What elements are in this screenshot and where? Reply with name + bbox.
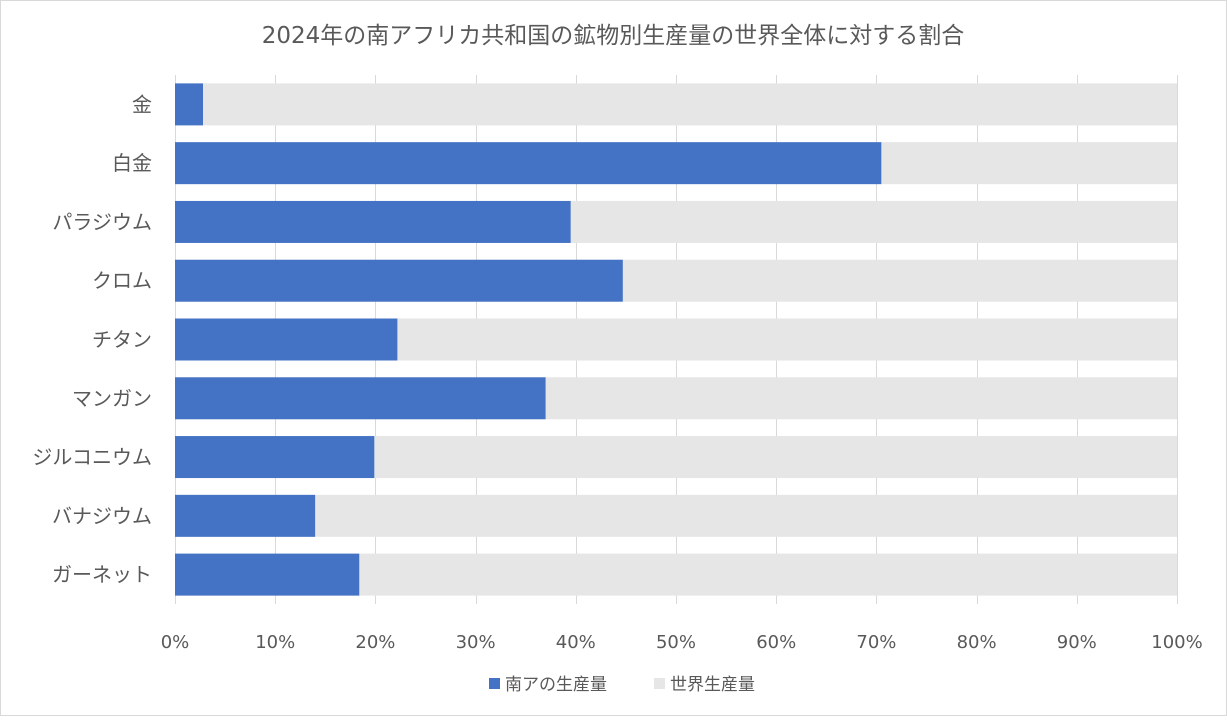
category-label: 白金 [112, 151, 152, 175]
x-tick-label: 50% [656, 632, 696, 653]
x-tick-label: 60% [756, 632, 796, 653]
bar-south-africa [175, 318, 398, 361]
category-label: バナジウム [52, 504, 152, 528]
bar-south-africa [175, 142, 882, 185]
x-tick-label: 70% [856, 632, 896, 653]
bar-world [622, 259, 1177, 302]
bar-world [570, 200, 1177, 243]
x-tick-label: 30% [456, 632, 496, 653]
x-tick-label: 20% [355, 632, 395, 653]
bar-world [374, 436, 1177, 479]
bars [175, 83, 1178, 596]
bar-south-africa [175, 377, 546, 420]
bar-south-africa [175, 436, 375, 479]
category-label: マンガン [72, 386, 152, 410]
bar-south-africa [175, 200, 571, 243]
bar-world [359, 553, 1177, 596]
legend-swatch [654, 678, 665, 689]
x-tick-label: 0% [161, 632, 190, 653]
chart-title: 2024年の南アフリカ共和国の鉱物別生産量の世界全体に対する割合 [262, 23, 965, 49]
legend: 南アの生産量 世界生産量 [489, 675, 755, 695]
x-tick-label: 80% [957, 632, 997, 653]
x-tick-label: 90% [1057, 632, 1097, 653]
x-tick-label: 10% [255, 632, 295, 653]
x-tick-label: 100% [1151, 632, 1202, 653]
bar-south-africa [175, 494, 316, 537]
legend-label: 世界生産量 [670, 675, 755, 695]
bar-world [881, 142, 1177, 185]
x-tick-labels: 0% 10% 20% 30% 40% 50% 60% 70% 80% 90% 100% [161, 632, 1203, 653]
legend-swatch [489, 678, 500, 689]
category-label: 金 [132, 92, 152, 116]
category-label: チタン [92, 328, 152, 352]
bar-world [397, 318, 1178, 361]
x-tick-label: 40% [556, 632, 596, 653]
legend-label: 南アの生産量 [505, 675, 607, 695]
category-label: ガーネット [52, 563, 152, 587]
bar-world [545, 377, 1177, 420]
bar-south-africa [175, 259, 623, 302]
bar-world [315, 494, 1177, 537]
bar-world [203, 83, 1177, 126]
category-label: クロム [92, 269, 152, 293]
bar-south-africa [175, 83, 204, 126]
category-label: ジルコニウム [32, 445, 152, 469]
category-label: パラジウム [52, 210, 152, 234]
bar-south-africa [175, 553, 360, 596]
